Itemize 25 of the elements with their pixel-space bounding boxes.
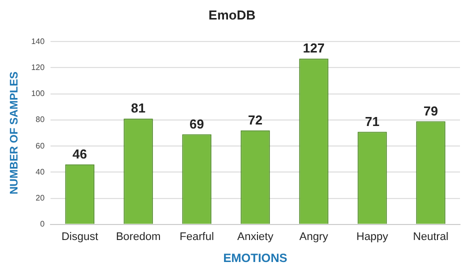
data-label: 127 (302, 40, 325, 56)
y-tick-label: 0 (40, 220, 46, 229)
x-tick-label: Angry (299, 231, 329, 244)
x-tick-label: Anxiety (237, 231, 274, 244)
y-tick-label: 120 (31, 62, 46, 72)
data-label: 81 (131, 100, 146, 116)
x-tick-label: Neutral (413, 231, 448, 244)
data-label: 72 (248, 112, 263, 128)
y-tick-label: 40 (36, 167, 46, 176)
y-tick-label: 20 (36, 193, 46, 202)
x-tick-label: Fearful (180, 231, 214, 244)
data-label: 71 (365, 114, 380, 129)
x-tick-label: Happy (356, 231, 389, 244)
y-tick-label: 140 (31, 36, 46, 46)
data-label: 79 (424, 103, 438, 118)
x-tick-label: Disgust (61, 231, 98, 244)
data-label: 69 (190, 116, 204, 132)
chart-title: EmoDB (208, 7, 256, 22)
y-axis-title: NUMBER OF SAMPLES (8, 72, 21, 194)
y-tick-label: 60 (36, 141, 46, 150)
x-tick-label: Boredom (116, 231, 161, 244)
x-axis-title: EMOTIONS (223, 251, 288, 266)
y-tick-label: 100 (31, 89, 46, 98)
data-label: 46 (72, 146, 88, 162)
y-tick-label: 80 (36, 115, 46, 124)
